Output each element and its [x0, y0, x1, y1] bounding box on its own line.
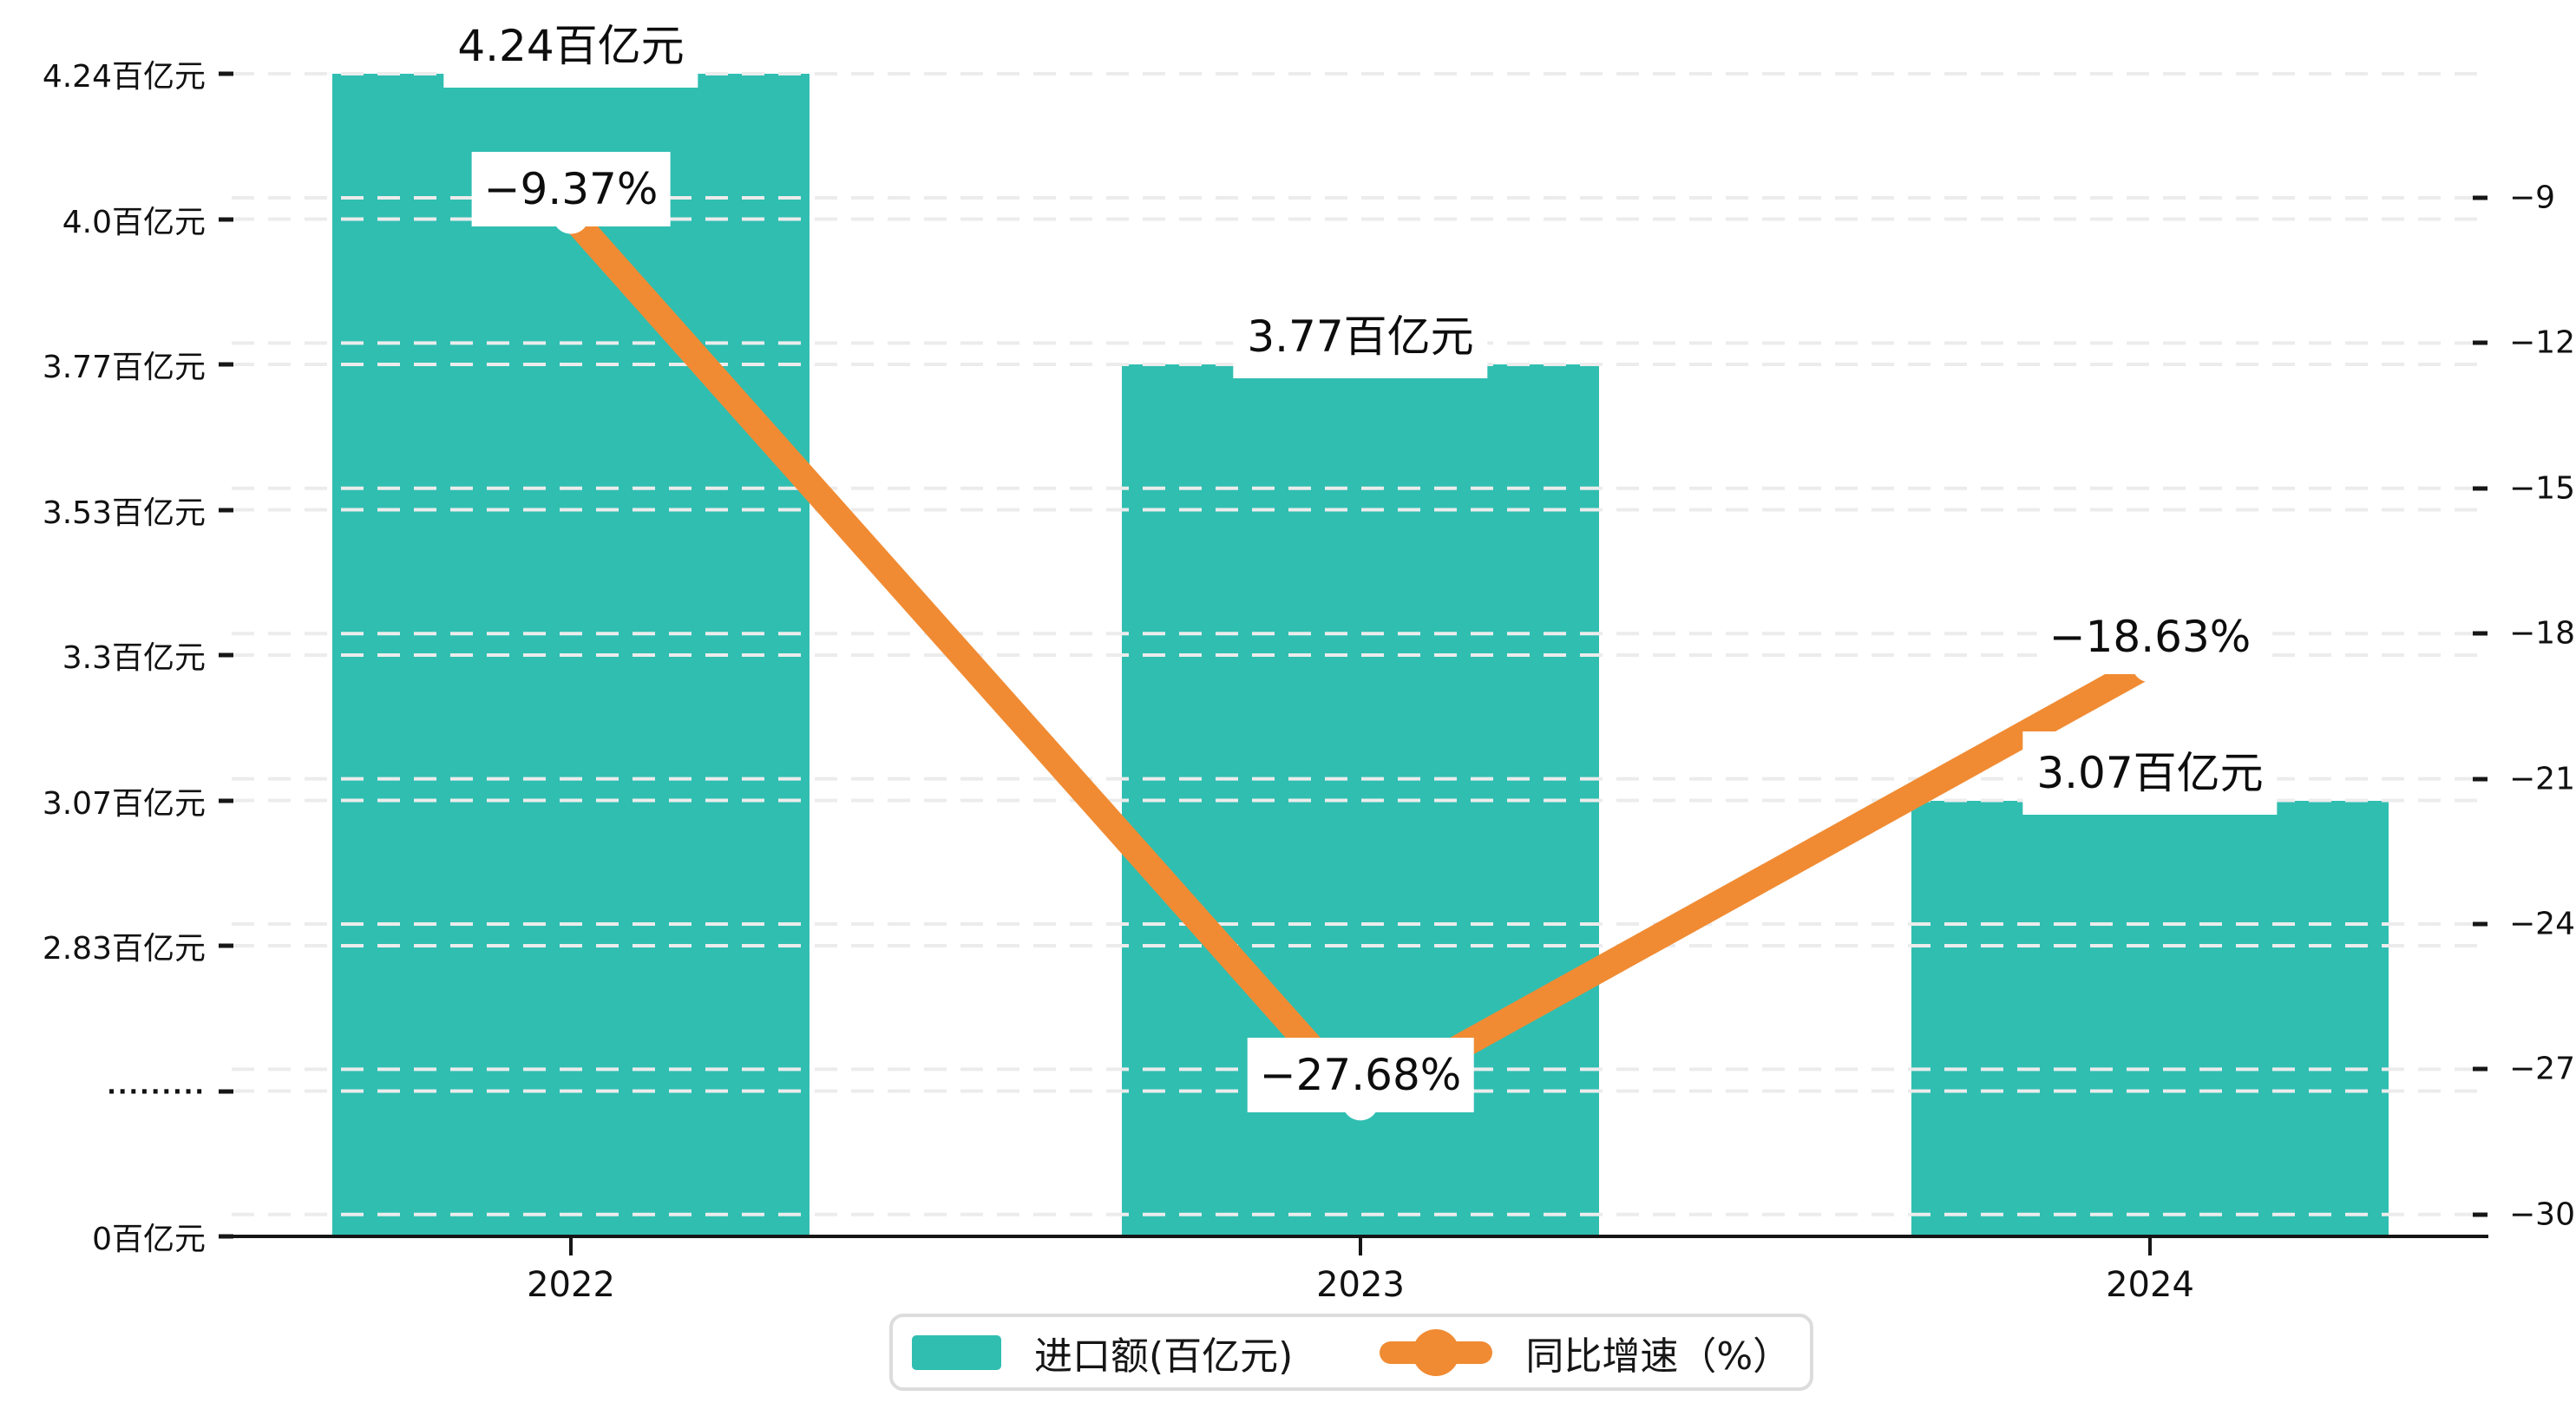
right-axis-label: −24 — [2509, 906, 2575, 942]
left-axis-tick — [219, 1234, 233, 1239]
left-axis-label: 3.3百亿元 — [62, 640, 206, 676]
legend: 进口额(百亿元) 同比增速（%） — [889, 1314, 1814, 1391]
bar-value-label-2023: 3.77百亿元 — [1233, 295, 1488, 378]
right-axis-tick — [2473, 486, 2488, 491]
left-axis-tick — [219, 1089, 233, 1093]
left-axis-label: 2.83百亿元 — [42, 931, 206, 967]
left-axis-label: 0百亿元 — [92, 1222, 206, 1257]
legend-line-marker-icon[interactable] — [1380, 1328, 1493, 1377]
line-value-label-2023: −27.68% — [1247, 1038, 1474, 1113]
left-axis-tick — [219, 798, 233, 803]
right-axis-tick — [2473, 777, 2488, 782]
line-value-label-2022: −9.37% — [471, 151, 671, 226]
left-axis-tick — [219, 508, 233, 512]
bar-2024[interactable] — [1911, 800, 2389, 1236]
right-axis-tick — [2473, 195, 2488, 200]
left-axis-label: 4.0百亿元 — [62, 204, 206, 240]
right-axis-label: −21 — [2509, 761, 2575, 797]
legend-line-dot-icon — [1413, 1328, 1460, 1376]
right-axis-tick — [2473, 631, 2488, 636]
right-axis-tick — [2473, 1066, 2488, 1072]
right-axis-label: −18 — [2509, 615, 2575, 652]
left-axis-tick — [219, 362, 233, 367]
left-axis-tick — [219, 652, 233, 658]
legend-line-label[interactable]: 同比增速（%） — [1525, 1334, 1792, 1379]
left-axis-tick — [219, 943, 233, 948]
legend-bar-label[interactable]: 进口额(百亿元) — [1034, 1334, 1294, 1379]
left-axis-break-label: ········· — [107, 1077, 206, 1105]
x-axis-label-2023[interactable]: 2023 — [1316, 1265, 1405, 1305]
x-axis-tick-2022 — [569, 1236, 573, 1255]
right-axis-tick — [2473, 921, 2488, 927]
x-axis-tick-2024 — [2148, 1236, 2152, 1255]
right-axis-label: −27 — [2509, 1051, 2575, 1087]
right-axis-tick — [2473, 1212, 2488, 1217]
right-axis-label: −30 — [2509, 1196, 2575, 1233]
right-axis-label: −9 — [2509, 180, 2556, 216]
bar-value-label-2022: 4.24百亿元 — [443, 4, 698, 88]
bar-value-label-2024: 3.07百亿元 — [2022, 731, 2278, 815]
x-axis-tick-2023 — [1359, 1236, 1362, 1255]
left-axis-label: 4.24百亿元 — [42, 59, 206, 95]
left-axis-tick — [219, 71, 233, 76]
legend-bar-swatch-icon[interactable] — [912, 1334, 1001, 1370]
right-axis-label: −15 — [2509, 470, 2575, 507]
x-axis-label-2024[interactable]: 2024 — [2106, 1265, 2194, 1305]
right-axis-tick — [2473, 340, 2488, 345]
left-axis-label: 3.53百亿元 — [42, 495, 206, 531]
x-axis-label-2022[interactable]: 2022 — [527, 1265, 615, 1305]
left-axis-label: 3.07百亿元 — [42, 785, 206, 822]
right-axis-label: −12 — [2509, 324, 2575, 361]
left-axis-label: 3.77百亿元 — [42, 350, 206, 385]
x-axis-line — [220, 1235, 2488, 1238]
left-axis-tick — [219, 217, 233, 221]
line-value-label-2024: −18.63% — [2036, 600, 2264, 675]
